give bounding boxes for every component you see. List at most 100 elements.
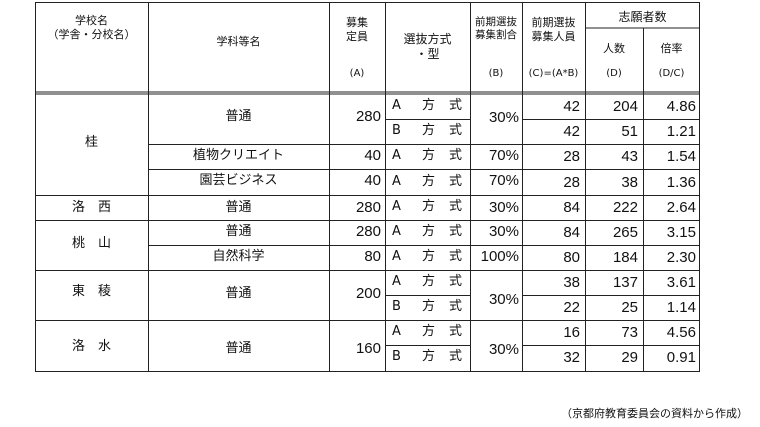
method-kata: 方: [422, 324, 436, 339]
method-shiki: 式: [449, 224, 463, 239]
people-value: 84: [563, 199, 580, 216]
method-shiki: 式: [449, 174, 463, 189]
capacity-value: 280: [355, 199, 381, 216]
method-letter: A: [392, 249, 401, 264]
people-value: 16: [563, 324, 580, 341]
method-shiki: 式: [449, 98, 463, 113]
method-shiki: 式: [449, 123, 463, 138]
people-value: 28: [563, 174, 580, 191]
header-ratio-line1: 前期選抜: [475, 16, 517, 28]
people-value: 28: [563, 148, 580, 165]
header-rate-symbol: (D/C): [658, 68, 685, 79]
method-shiki: 式: [449, 148, 463, 163]
people-value: 84: [563, 224, 580, 241]
header-school: 学校名 （学舎・分校名）: [35, 14, 148, 42]
rate-value: 1.54: [666, 148, 696, 165]
rate-value: 1.36: [666, 174, 696, 191]
header-capacity-line2: 定員: [346, 29, 368, 43]
rate-value: 3.61: [666, 274, 696, 291]
method-kata: 方: [422, 274, 436, 289]
dept-name: 普通: [225, 341, 252, 356]
applicants-value: 38: [621, 174, 638, 191]
method-shiki: 式: [449, 249, 463, 264]
method-kata: 方: [422, 249, 436, 264]
rate-value: 0.91: [666, 349, 696, 366]
method-shiki: 式: [449, 274, 463, 289]
source-note: （京都府教育委員会の資料から作成）: [561, 407, 748, 420]
capacity-value: 280: [355, 223, 381, 240]
applicants-value: 184: [612, 249, 638, 266]
school-name: 桂: [84, 135, 98, 150]
method-kata: 方: [422, 349, 436, 364]
dept-name: 普通: [225, 224, 252, 239]
header-capacity: 募集 定員: [329, 16, 385, 44]
header-capacity-symbol: (A): [349, 68, 365, 79]
table-grid: [35, 2, 700, 372]
capacity-value: 40: [364, 172, 381, 189]
header-ratio: 前期選抜 募集割合: [470, 16, 522, 42]
applicants-value: 265: [612, 224, 638, 241]
dept-name: 自然科学: [212, 249, 265, 264]
method-kata: 方: [422, 174, 436, 189]
people-value: 42: [563, 123, 580, 140]
ratio-value: 70%: [488, 172, 519, 189]
rate-value: 1.14: [666, 299, 696, 316]
rate-value: 2.64: [666, 199, 696, 216]
header-people-line2: 募集人員: [531, 29, 576, 43]
dept-name: 普通: [225, 200, 252, 215]
applicants-value: 29: [621, 349, 638, 366]
method-kata: 方: [422, 199, 436, 214]
people-value: 42: [563, 98, 580, 115]
header-applicants-symbol: (D): [606, 68, 622, 79]
method-letter: B: [392, 349, 401, 364]
dept-name: 園芸ビジネス: [199, 173, 278, 188]
header-dept: 学科等名: [148, 35, 329, 49]
capacity-value: 200: [355, 285, 381, 302]
header-school-line1: 学校名: [75, 14, 108, 27]
people-value: 80: [563, 249, 580, 266]
rate-value: 1.21: [666, 123, 696, 140]
header-applicants: 人数: [603, 42, 625, 55]
method-shiki: 式: [449, 299, 463, 314]
header-people-line1: 前期選抜: [531, 16, 576, 29]
method-kata: 方: [422, 123, 436, 138]
ratio-value: 30%: [488, 341, 519, 358]
applicants-value: 222: [612, 199, 638, 216]
method-letter: A: [392, 148, 401, 163]
method-shiki: 式: [449, 199, 463, 214]
school-name: 洛 西: [71, 200, 111, 215]
header-ratio-line2: 募集割合: [475, 29, 517, 42]
header-ratio-symbol: (B): [488, 68, 504, 79]
capacity-value: 80: [364, 248, 381, 265]
dept-name: 植物クリエイト: [192, 148, 284, 163]
method-letter: A: [392, 174, 401, 189]
method-kata: 方: [422, 148, 436, 163]
dept-name: 普通: [225, 109, 252, 124]
method-letter: A: [392, 274, 401, 289]
ratio-value: 70%: [488, 147, 519, 164]
applicants-value: 43: [621, 148, 638, 165]
applicants-table: 学校名 （学舎・分校名） 学科等名 募集 定員 (A) 選抜方式 ・型 前期選抜…: [35, 2, 700, 372]
people-value: 32: [563, 349, 580, 366]
method-letter: A: [392, 98, 401, 113]
school-name: 洛 水: [71, 339, 111, 354]
method-letter: B: [392, 299, 401, 314]
method-letter: A: [392, 199, 401, 214]
people-value: 22: [563, 299, 580, 316]
header-method-line1: 選抜方式: [403, 32, 452, 46]
method-letter: A: [392, 224, 401, 239]
ratio-value: 100%: [480, 248, 519, 265]
header-method-line2: ・型: [415, 47, 440, 61]
capacity-value: 280: [355, 108, 381, 125]
method-letter: B: [392, 123, 401, 138]
rate-value: 2.30: [666, 249, 696, 266]
applicants-value: 204: [612, 98, 638, 115]
ratio-value: 30%: [488, 199, 519, 216]
method-kata: 方: [422, 299, 436, 314]
rate-value: 4.86: [666, 98, 696, 115]
header-method: 選抜方式 ・型: [385, 32, 470, 62]
applicants-value: 25: [621, 299, 638, 316]
method-kata: 方: [422, 224, 436, 239]
header-people: 前期選抜 募集人員: [522, 16, 585, 44]
header-rate: 倍率: [660, 42, 683, 55]
